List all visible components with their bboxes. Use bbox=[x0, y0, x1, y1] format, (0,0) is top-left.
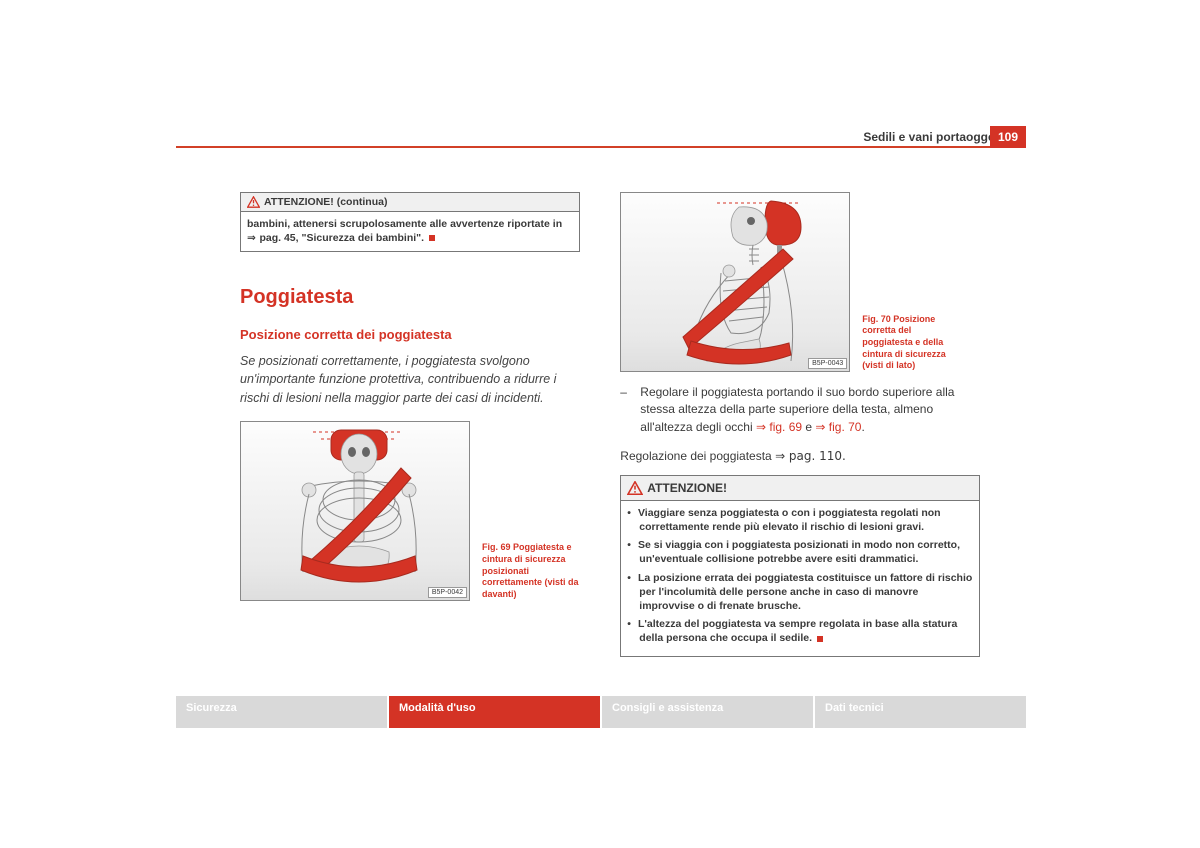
warning-header: ATTENZIONE! (continua) bbox=[241, 193, 579, 212]
bottom-tab-bar: Sicurezza Modalità d'uso Consigli e assi… bbox=[176, 696, 1026, 728]
warning-body: bambini, attenersi scrupolosamente alle … bbox=[241, 212, 579, 251]
figure-70-caption: Fig. 70 Posizione corretta del poggiates… bbox=[862, 314, 960, 372]
fig-ref-69: ⇒ fig. 69 bbox=[756, 420, 802, 434]
warning-text-b: pag. 45, "Sicurezza dei bambini". bbox=[259, 232, 424, 244]
figure-70-tag: B5P-0043 bbox=[808, 358, 847, 369]
figure-70-row: B5P-0043 Fig. 70 Posizione corretta del … bbox=[620, 192, 980, 372]
ref-arrow-icon: ⇒ bbox=[247, 232, 259, 244]
warning-item: Se si viaggia con i poggiatesta posizion… bbox=[627, 538, 973, 566]
warning-triangle-icon bbox=[247, 196, 260, 208]
warning-triangle-icon bbox=[627, 481, 643, 495]
figure-70-illustration bbox=[621, 193, 849, 371]
end-marker-icon bbox=[817, 636, 823, 642]
right-column: B5P-0043 Fig. 70 Posizione corretta del … bbox=[620, 192, 980, 657]
figure-69-caption: Fig. 69 Poggiatesta e cintura di sicurez… bbox=[482, 542, 580, 600]
reference-page: ⇒ pag. 110. bbox=[775, 449, 846, 463]
step-mid: e bbox=[802, 420, 815, 434]
figure-70-frame: B5P-0043 bbox=[620, 192, 850, 372]
heading-2: Posizione corretta dei poggiatesta bbox=[240, 327, 580, 342]
warning-main-title: ATTENZIONE! bbox=[647, 481, 727, 495]
header-rule bbox=[176, 146, 1026, 148]
left-column: ATTENZIONE! (continua) bambini, atteners… bbox=[240, 192, 580, 657]
warning-item: La posizione errata dei poggiatesta cost… bbox=[627, 571, 973, 614]
step-end: . bbox=[861, 420, 864, 434]
section-title: Sedili e vani portaoggetti bbox=[863, 130, 1006, 144]
warning-box-main: ATTENZIONE! Viaggiare senza poggiatesta … bbox=[620, 475, 980, 657]
figure-69-frame: B5P-0042 bbox=[240, 421, 470, 601]
fig-ref-70: ⇒ fig. 70 bbox=[815, 420, 861, 434]
warning-text-a: bambini, attenersi scrupolosamente alle … bbox=[247, 218, 562, 230]
tab-dati-tecnici[interactable]: Dati tecnici bbox=[815, 696, 1026, 728]
dash-bullet: – bbox=[620, 384, 630, 436]
warning-box-continue: ATTENZIONE! (continua) bambini, atteners… bbox=[240, 192, 580, 252]
warning-main-header: ATTENZIONE! bbox=[621, 476, 979, 501]
heading-1: Poggiatesta bbox=[240, 286, 580, 309]
warning-item-text: L'altezza del poggiatesta va sempre rego… bbox=[638, 618, 957, 644]
step-text: Regolare il poggiatesta portando il suo … bbox=[640, 384, 980, 436]
content-columns: ATTENZIONE! (continua) bambini, atteners… bbox=[240, 192, 980, 657]
tab-sicurezza[interactable]: Sicurezza bbox=[176, 696, 389, 728]
reference-text: Regolazione dei poggiatesta bbox=[620, 449, 775, 463]
tab-modalita-uso[interactable]: Modalità d'uso bbox=[389, 696, 602, 728]
intro-paragraph: Se posizionati correttamente, i poggiate… bbox=[240, 352, 580, 406]
end-marker-icon bbox=[429, 235, 435, 241]
warning-title: ATTENZIONE! (continua) bbox=[264, 196, 387, 208]
warning-list: Viaggiare senza poggiatesta o con i pogg… bbox=[627, 506, 973, 646]
figure-69-row: B5P-0042 Fig. 69 Poggiatesta e cintura d… bbox=[240, 421, 580, 601]
page-number-badge: 109 bbox=[990, 126, 1026, 148]
reference-line: Regolazione dei poggiatesta ⇒ pag. 110. bbox=[620, 448, 980, 465]
figure-69-tag: B5P-0042 bbox=[428, 587, 467, 598]
warning-item: L'altezza del poggiatesta va sempre rego… bbox=[627, 617, 973, 645]
figure-69-illustration bbox=[241, 422, 469, 600]
warning-item: Viaggiare senza poggiatesta o con i pogg… bbox=[627, 506, 973, 534]
tab-consigli[interactable]: Consigli e assistenza bbox=[602, 696, 815, 728]
warning-main-body: Viaggiare senza poggiatesta o con i pogg… bbox=[621, 501, 979, 656]
instruction-step: – Regolare il poggiatesta portando il su… bbox=[620, 384, 980, 436]
